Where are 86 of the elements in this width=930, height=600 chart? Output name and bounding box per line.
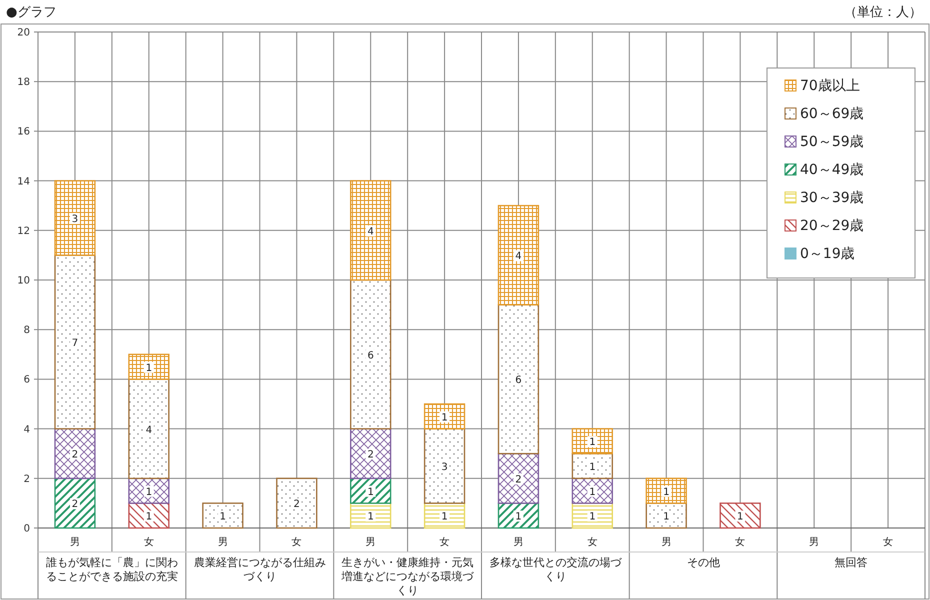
x-tick-label: 男 [366,537,376,548]
bar [54,478,96,529]
bar [498,204,540,306]
bar [646,478,687,504]
bar [350,428,392,480]
x-tick-label: 女 [883,536,894,548]
bar [202,502,244,529]
x-tick-label: 男 [218,537,228,548]
y-tick-label: 6 [24,374,30,386]
data-label: 1 [663,486,670,498]
text: 多様な世代との交流の場づくり [489,556,622,583]
data-label: 2 [72,499,78,510]
data-label: 2 [294,499,300,510]
data-label: 6 [515,375,522,386]
bar [128,378,170,480]
bar [54,180,96,256]
y-tick-label: 14 [17,176,30,188]
data-label: 4 [367,226,374,238]
y-tick-label: 12 [17,226,30,237]
data-label: 3 [72,214,78,225]
bar [498,304,540,454]
data-label: 1 [220,512,226,523]
bar [54,254,96,430]
data-label: 7 [72,338,78,349]
y-tick-label: 2 [24,474,30,485]
x-tick-label: 男 [809,537,820,548]
data-label: 2 [367,450,374,461]
text: 誰もが気軽に「農」に関わることができる施設の充実 [46,556,178,583]
x-tick-label: 女 [292,536,302,548]
legend-label: 50～59歳 [800,134,864,150]
data-label: 1 [146,512,152,523]
data-label: 4 [515,251,522,262]
data-label: 1 [737,512,744,523]
x-tick-label: 女 [144,536,154,548]
bar [276,478,318,529]
y-tick-label: 18 [17,77,30,88]
legend-label: 20～29歳 [800,218,864,234]
data-label: 1 [441,412,448,424]
data-label: 1 [441,512,448,523]
y-tick-label: 16 [17,126,30,138]
chart-title: ●グラフ [6,5,56,20]
data-label: 1 [589,462,596,473]
data-label: 1 [367,486,374,498]
y-tick-label: 0 [24,524,30,534]
bar [424,428,466,504]
data-label: 6 [367,350,374,362]
bar [572,428,613,454]
data-label: 1 [589,437,596,448]
legend-label: 60～69歳 [800,106,864,122]
data-label: 1 [146,362,152,374]
data-label: 1 [515,512,522,523]
data-label: 1 [663,512,670,523]
y-tick-label: 20 [17,28,30,38]
bar [720,502,761,529]
bar [54,428,96,480]
x-tick-label: 男 [513,537,524,548]
text: その他 [686,556,720,569]
y-tick-label: 8 [24,325,30,336]
text: 無回答 [834,556,868,569]
legend-label: 70歳以上 [800,78,860,94]
data-label: 1 [367,512,374,523]
text: 農業経営につながる仕組みづくり [194,556,326,583]
data-label: 1 [146,486,152,498]
bar [350,180,392,281]
bar [128,354,170,380]
y-tick-label: 10 [17,276,30,286]
legend-label: 30～39歳 [800,190,864,206]
x-tick-label: 男 [661,537,672,548]
bar [498,452,540,504]
bar [424,403,466,430]
legend-label: 0～19歳 [800,246,855,262]
data-label: 3 [441,462,448,473]
data-label: 2 [72,450,78,461]
data-label: 1 [589,512,596,523]
x-tick-label: 男 [70,537,80,548]
x-tick-label: 女 [587,536,598,548]
text: 生きがい・健康維持・元気増進などにつながる環境づくり [340,556,475,597]
data-label: 1 [589,486,596,498]
x-tick-label: 女 [440,536,450,548]
chart-subtitle: （単位：人） [844,5,922,20]
bar [350,279,392,430]
legend-label: 40～49歳 [800,162,864,178]
y-tick-label: 4 [24,424,30,436]
data-label: 2 [515,474,522,486]
data-label: 4 [146,424,152,436]
x-tick-label: 女 [735,536,746,548]
